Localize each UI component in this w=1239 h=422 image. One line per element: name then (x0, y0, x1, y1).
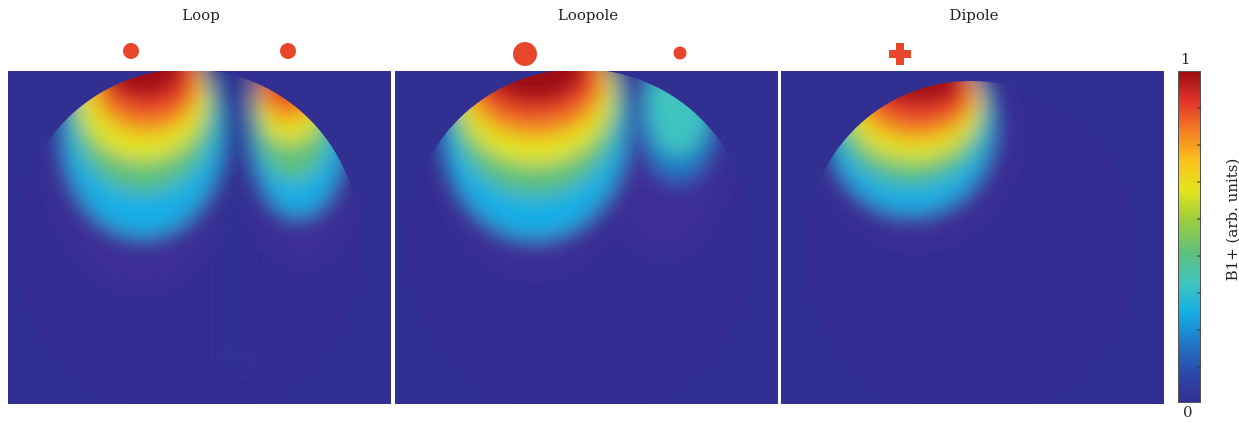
panel-title-loop: Loop (8, 6, 394, 24)
colorbar-axis-label: B1+ (arb. units) (1210, 100, 1239, 340)
colorbar-axis-label-text: B1+ (arb. units) (1223, 159, 1239, 282)
panel-title-loopole: Loopole (395, 6, 781, 24)
loopole-loop-marker-icon (512, 41, 538, 67)
dipole-cross-marker-icon (888, 42, 912, 66)
colorbar (1178, 71, 1202, 404)
colorbar-max-label: 1 (1181, 50, 1191, 68)
loop-right-marker-icon (279, 42, 297, 60)
field-map-loop (8, 71, 391, 404)
panel-title-dipole: Dipole (781, 6, 1167, 24)
field-map-dipole (781, 71, 1164, 404)
colorbar-min-label: 0 (1183, 403, 1193, 421)
loopole-dipole-marker-icon (673, 46, 687, 60)
loop-left-marker-icon (122, 42, 140, 60)
field-map-loopole (395, 71, 778, 404)
